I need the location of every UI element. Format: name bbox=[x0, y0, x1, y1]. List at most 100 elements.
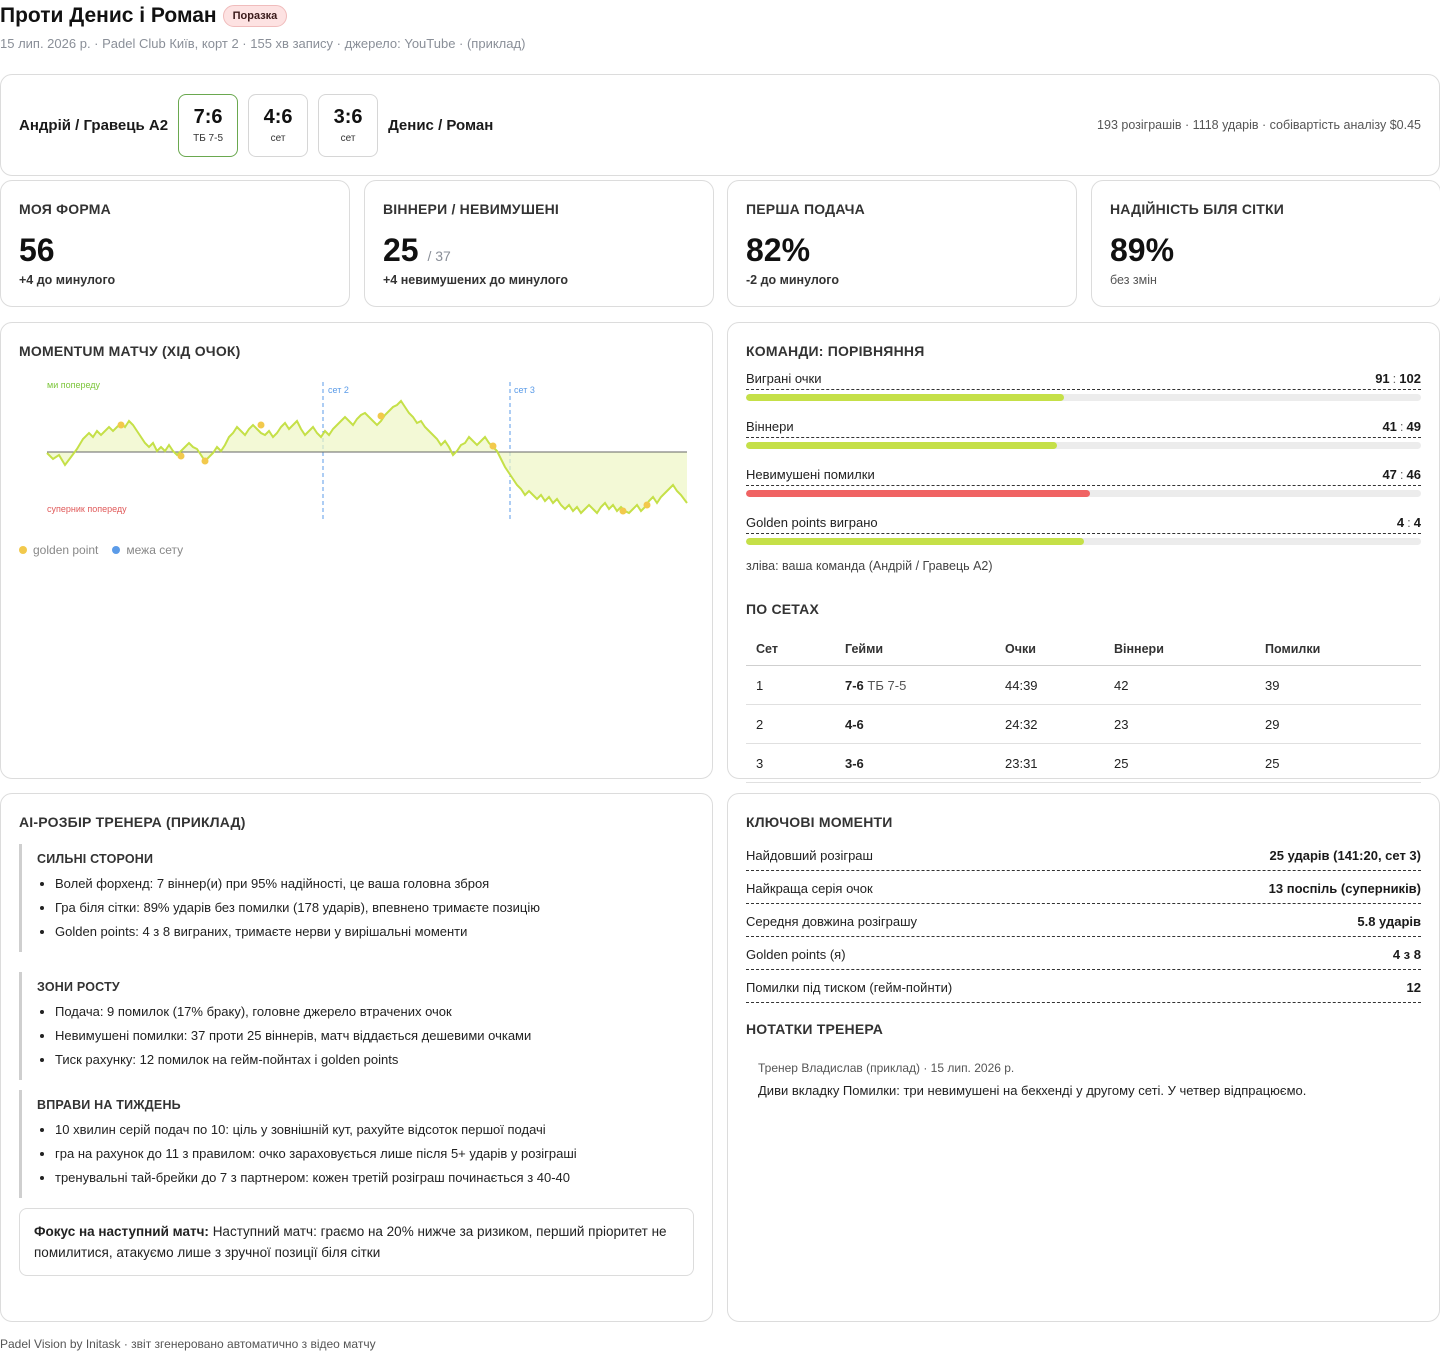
kpi-of: / 37 bbox=[427, 248, 451, 264]
divider bbox=[746, 533, 1421, 534]
comparison-rows: Виграні очки 91:102 Віннери 41:49 Невиму… bbox=[746, 371, 1421, 555]
set-score-2: 4:6 сет bbox=[248, 93, 309, 157]
set-score-value: 4:6 bbox=[263, 106, 293, 128]
kpi-title: Надійність біля сітки bbox=[1110, 201, 1285, 217]
growth-block: Зони росту Подача: 9 помилок (17% браку)… bbox=[19, 972, 694, 1080]
golden-point-marker bbox=[257, 421, 265, 429]
set-dot-icon bbox=[112, 546, 121, 554]
key-moment-row: Помилки під тиском (гейм-пойнти) 12 bbox=[746, 970, 1421, 1003]
cell-points: 24:32 bbox=[995, 704, 1104, 744]
team-left: Андрій / Гравець A2 bbox=[19, 116, 169, 134]
cell-winners: 25 bbox=[1104, 743, 1255, 783]
kpi-delta: +4 невимушених до минулого bbox=[383, 273, 569, 287]
list-item: Тиск рахунку: 12 помилок на гейм-пойнтах… bbox=[55, 1052, 694, 1068]
cell-games: 3-6 bbox=[835, 743, 995, 783]
cell-games: 4-6 bbox=[835, 704, 995, 744]
cell-winners: 42 bbox=[1104, 665, 1255, 705]
value-left: 4 bbox=[1396, 515, 1405, 530]
set-score-value: 3:6 bbox=[333, 106, 363, 128]
drills-block: Вправи на тиждень 10 хвилин серій подач … bbox=[19, 1090, 694, 1198]
legend-golden-label: golden point bbox=[33, 543, 99, 557]
col-header: Сет bbox=[746, 633, 835, 666]
kpi-number: 56 bbox=[19, 232, 55, 268]
list-item: гра на рахунок до 11 з правилом: очко за… bbox=[55, 1146, 694, 1162]
kpi-card-winners: Віннери / невимушені 25 / 37 +4 невимуше… bbox=[364, 180, 714, 307]
list-item: Волей форхенд: 7 віннер(и) при 95% надій… bbox=[55, 876, 694, 892]
set-label-3: сет 3 bbox=[514, 385, 535, 395]
value-left: 47 bbox=[1382, 467, 1397, 482]
kpi-value: 89% bbox=[1110, 232, 1422, 269]
list-item: 10 хвилин серій подач по 10: ціль у зовн… bbox=[55, 1122, 694, 1138]
comparison-bar-fill bbox=[746, 538, 1084, 545]
coach-note-text: Диви вкладку Помилки: три невимушені на … bbox=[758, 1083, 1307, 1098]
table-row: 3 3-6 23:31 25 25 bbox=[746, 743, 1421, 783]
value-right: 49 bbox=[1406, 419, 1421, 434]
comparison-bar bbox=[746, 442, 1421, 449]
comparison-bar bbox=[746, 490, 1421, 497]
focus-text: Наступний матч: граємо на 20% нижче за р… bbox=[34, 1224, 667, 1260]
set-score-1: 7:6 ТБ 7-5 bbox=[178, 93, 239, 157]
result-badge: Поразка bbox=[222, 5, 288, 27]
key-moment-value: 25 ударів (141:20, сет 3) bbox=[1269, 848, 1421, 863]
label-opponent-leads: суперник попереду bbox=[47, 504, 127, 514]
momentum-chart: ми попереду суперник попереду сет 2 сет … bbox=[46, 380, 688, 519]
ai-review-card: AI-розбір тренера (приклад) Сильні сторо… bbox=[0, 793, 713, 1322]
kpi-card-first-serve: Перша подача 82% -2 до минулого bbox=[727, 180, 1077, 307]
kpi-title: Віннери / невимушені bbox=[383, 201, 560, 217]
set-score-value: 7:6 bbox=[193, 106, 223, 128]
comparison-row: Виграні очки 91:102 bbox=[746, 371, 1421, 411]
coach-note: Тренер Владислав (приклад) · 15 лип. 202… bbox=[746, 1061, 1421, 1098]
kpi-delta: +4 до минулого bbox=[19, 273, 116, 287]
sets-title: По сетах bbox=[746, 601, 820, 617]
table-row: 2 4-6 24:32 23 29 bbox=[746, 704, 1421, 744]
comparison-label: Невимушені помилки bbox=[746, 467, 875, 482]
legend-set: межа сету bbox=[112, 543, 183, 557]
block-list: Подача: 9 помилок (17% браку), головне д… bbox=[37, 1004, 694, 1068]
key-moment-value: 13 поспіль (суперників) bbox=[1268, 881, 1421, 896]
key-moment-row: Найдовший розіграш 25 ударів (141:20, сет… bbox=[746, 838, 1421, 871]
legend-set-label: межа сету bbox=[126, 543, 184, 557]
kpi-value: 56 bbox=[19, 232, 331, 269]
comparison-value: 41:49 bbox=[1382, 419, 1421, 434]
comparison-label: Golden points виграно bbox=[746, 515, 878, 530]
comparison-row: Golden points виграно 4:4 bbox=[746, 515, 1421, 555]
key-moment-value: 12 bbox=[1406, 980, 1421, 995]
set-score-label: ТБ 7-5 bbox=[193, 133, 224, 144]
kpi-number: 25 bbox=[383, 232, 419, 268]
games-score: 3-6 bbox=[845, 755, 864, 771]
momentum-area bbox=[47, 401, 687, 513]
comparison-value: 4:4 bbox=[1396, 515, 1421, 530]
set-score-3: 3:6 сет bbox=[318, 93, 379, 157]
cell-set: 1 bbox=[746, 665, 835, 705]
momentum-title: Momentum матчу (хід очок) bbox=[19, 343, 241, 359]
set-score-label: сет bbox=[340, 133, 356, 144]
comparison-bar-fill bbox=[746, 442, 1058, 449]
comparison-bar bbox=[746, 538, 1421, 545]
col-header: Гейми bbox=[835, 633, 995, 666]
key-moment-row: Golden points (я) 4 з 8 bbox=[746, 937, 1421, 970]
footer: Padel Vision by Initask · звіт згенерова… bbox=[0, 1337, 376, 1351]
key-moment-row: Найкраща серія очок 13 поспіль (суперникі… bbox=[746, 871, 1421, 904]
value-right: 102 bbox=[1399, 371, 1421, 386]
momentum-line bbox=[46, 399, 688, 515]
match-stats: 193 розіграшів · 1118 ударів · собіварті… bbox=[1097, 118, 1421, 132]
cell-errors: 29 bbox=[1255, 704, 1421, 744]
comparison-value: 47:46 bbox=[1382, 467, 1421, 482]
block-title: Зони росту bbox=[37, 980, 120, 994]
kpi-title: Моя форма bbox=[19, 201, 111, 217]
col-header: Віннери bbox=[1104, 633, 1255, 666]
block-list: 10 хвилин серій подач по 10: ціль у зовн… bbox=[37, 1122, 694, 1186]
list-item: Golden points: 4 з 8 виграних, тримаєте … bbox=[55, 924, 694, 940]
key-moment-row: Середня довжина розіграшу 5.8 ударів bbox=[746, 904, 1421, 937]
cell-games: 7-6 ТБ 7-5 bbox=[835, 665, 995, 705]
kpi-number: 82% bbox=[746, 232, 811, 268]
golden-point-marker bbox=[377, 412, 385, 420]
table-row: 1 7-6 ТБ 7-5 44:39 42 39 bbox=[746, 665, 1421, 705]
key-moment-label: Середня довжина розіграшу bbox=[746, 914, 918, 929]
kpi-delta: -2 до минулого bbox=[746, 273, 839, 287]
col-header: Помилки bbox=[1255, 633, 1421, 666]
value-left: 41 bbox=[1382, 419, 1397, 434]
key-moments-card: Ключові моменти Найдовший розіграш 25 уда… bbox=[727, 793, 1440, 1322]
kpi-title: Перша подача bbox=[746, 201, 865, 217]
games-score: 4-6 bbox=[845, 716, 864, 732]
